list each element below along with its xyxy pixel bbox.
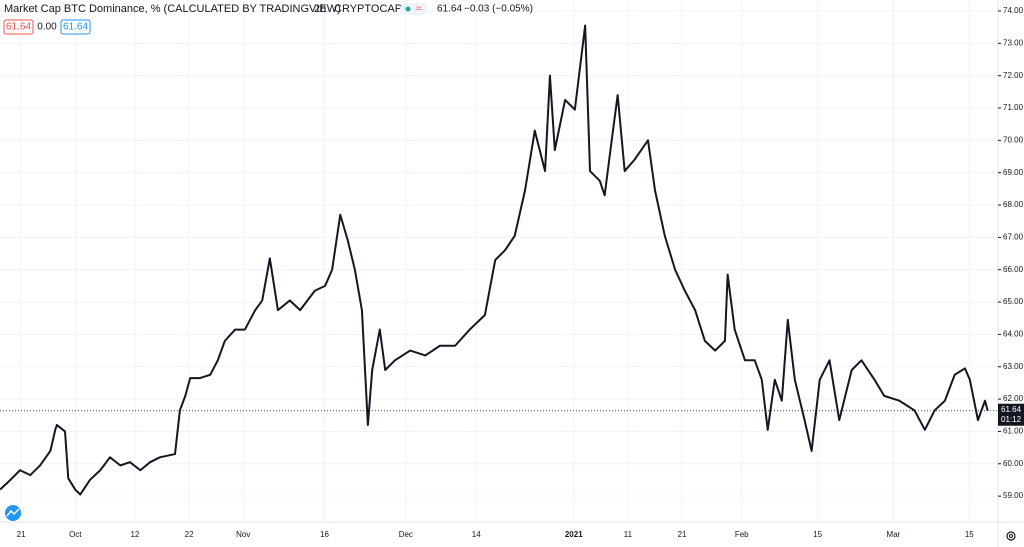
y-tick-label: 65.00 xyxy=(1003,297,1024,306)
settings-icon[interactable] xyxy=(1006,531,1016,541)
x-tick-label: Feb xyxy=(735,530,749,539)
x-tick-label: 12 xyxy=(130,530,139,539)
last-price-box xyxy=(998,403,1024,426)
chart-title: Market Cap BTC Dominance, % (CALCULATED … xyxy=(4,3,341,15)
y-tick-label: 62.00 xyxy=(1003,394,1024,403)
status-pill[interactable] xyxy=(400,3,428,15)
x-tick-label: 2021 xyxy=(565,530,583,539)
logo[interactable] xyxy=(5,505,21,521)
last-price-label: 61.64 xyxy=(1001,405,1022,414)
y-tick-label: 74.00 xyxy=(1003,6,1024,15)
badge-text: 61.64 xyxy=(63,22,88,33)
badge-text: 0.00 xyxy=(37,22,57,33)
y-tick-label: 71.00 xyxy=(1003,103,1024,112)
x-tick-label: 16 xyxy=(320,530,329,539)
y-tick-label: 66.00 xyxy=(1003,265,1024,274)
y-tick-label: 72.00 xyxy=(1003,71,1024,80)
status-icon: ≈ xyxy=(416,4,422,15)
x-tick-label: Oct xyxy=(69,530,82,539)
countdown-label: 01:12 xyxy=(1001,415,1022,424)
y-tick-label: 70.00 xyxy=(1003,135,1024,144)
x-tick-label: Dec xyxy=(399,530,413,539)
x-tick-label: 15 xyxy=(965,530,974,539)
x-tick-label: 11 xyxy=(624,530,633,539)
x-tick-label: 21 xyxy=(678,530,687,539)
y-tick-label: 64.00 xyxy=(1003,330,1024,339)
header-price: 61.64 xyxy=(437,4,462,15)
grid xyxy=(0,0,998,522)
y-tick-label: 73.00 xyxy=(1003,38,1024,47)
exchange: CRYPTOCAP xyxy=(334,3,402,15)
badge-text: 61.64 xyxy=(6,22,31,33)
x-tick-label: Mar xyxy=(887,530,901,539)
x-tick-label: 15 xyxy=(813,530,822,539)
x-tick-label: 21 xyxy=(17,530,26,539)
y-tick-label: 60.00 xyxy=(1003,459,1024,468)
y-tick-label: 59.00 xyxy=(1003,491,1024,500)
price-line xyxy=(0,24,989,496)
x-tick-label: 22 xyxy=(185,530,194,539)
plot xyxy=(0,24,989,496)
badge xyxy=(3,19,34,35)
y-tick-label: 69.00 xyxy=(1003,168,1024,177)
y-tick-label: 61.00 xyxy=(1003,427,1024,436)
x-tick-label: 14 xyxy=(472,530,481,539)
badge xyxy=(60,19,91,35)
x-tick-label: Nov xyxy=(236,530,250,539)
y-tick-label: 63.00 xyxy=(1003,362,1024,371)
y-tick-label: 68.00 xyxy=(1003,200,1024,209)
y-tick-label: 67.00 xyxy=(1003,232,1024,241)
interval: 2h xyxy=(314,3,326,15)
status-dot xyxy=(405,6,411,12)
header-change: −0.03 (−0.05%) xyxy=(464,4,533,15)
